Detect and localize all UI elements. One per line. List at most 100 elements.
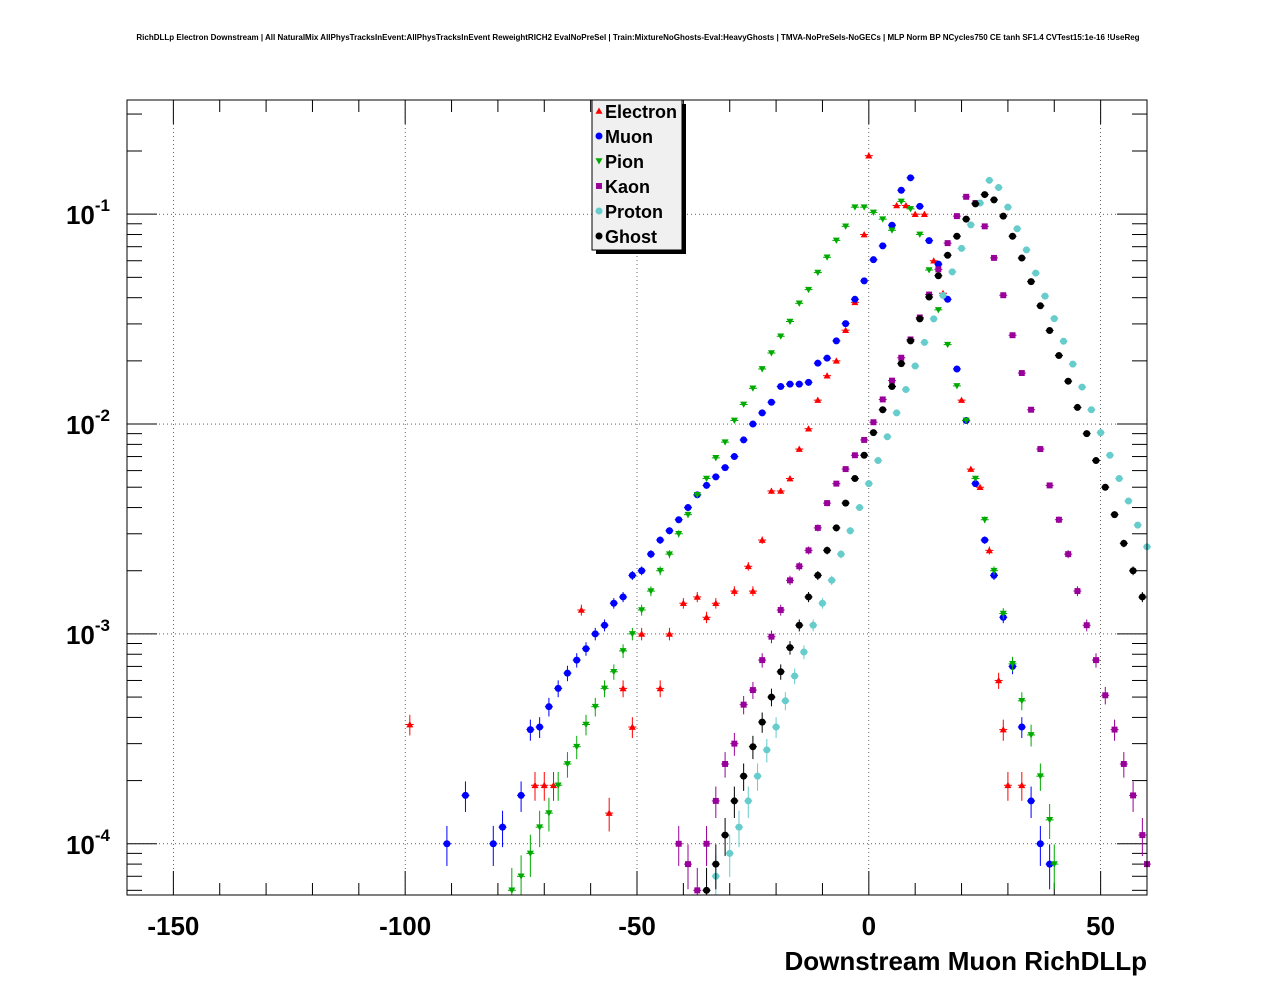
point-ghost xyxy=(1111,511,1119,519)
point-proton xyxy=(893,409,901,417)
point-pion xyxy=(582,721,590,729)
point-pion xyxy=(554,782,562,789)
point-pion xyxy=(573,743,581,751)
point-pion xyxy=(1009,661,1017,668)
point-pion xyxy=(795,300,803,307)
point-proton xyxy=(856,504,864,512)
point-kaon xyxy=(1028,406,1035,413)
point-ghost xyxy=(842,499,850,507)
point-kaon xyxy=(675,840,682,847)
point-ghost xyxy=(832,524,840,532)
point-pion xyxy=(591,703,599,711)
point-ghost xyxy=(740,772,748,780)
point-muon xyxy=(665,527,673,535)
point-proton xyxy=(800,648,808,656)
point-electron xyxy=(958,396,966,403)
point-muon xyxy=(647,550,655,558)
legend-marker-muon xyxy=(595,132,603,140)
point-pion xyxy=(907,206,915,213)
point-electron xyxy=(665,630,673,637)
point-pion xyxy=(758,366,766,373)
legend-marker-pion xyxy=(595,158,603,165)
point-muon xyxy=(517,791,525,799)
point-pion xyxy=(601,685,609,692)
point-muon xyxy=(526,726,534,734)
legend-label-muon: Muon xyxy=(605,127,653,147)
point-kaon xyxy=(805,547,812,554)
point-pion xyxy=(619,648,627,655)
point-ghost xyxy=(860,451,868,459)
point-proton xyxy=(1087,406,1095,414)
point-kaon xyxy=(694,887,701,894)
point-pion xyxy=(647,588,655,595)
point-electron xyxy=(976,483,984,491)
point-pion xyxy=(934,307,942,314)
point-pion xyxy=(786,318,794,326)
point-proton xyxy=(818,599,826,607)
series-electron xyxy=(405,152,1026,832)
chart-title: RichDLLp Electron Downstream | All Natur… xyxy=(136,33,1140,42)
point-proton xyxy=(865,480,873,488)
point-muon xyxy=(860,277,868,285)
point-muon xyxy=(832,337,840,345)
point-ghost xyxy=(795,621,803,629)
point-electron xyxy=(767,487,775,494)
point-pion xyxy=(656,567,664,575)
point-proton xyxy=(1134,521,1142,529)
point-proton xyxy=(1004,203,1012,211)
point-kaon xyxy=(749,687,756,694)
point-proton xyxy=(958,244,966,252)
point-kaon xyxy=(981,223,988,230)
point-muon xyxy=(888,221,896,229)
point-muon xyxy=(1027,797,1035,805)
point-kaon xyxy=(1055,516,1062,523)
legend-label-pion: Pion xyxy=(605,152,644,172)
point-pion xyxy=(1036,773,1044,780)
point-ghost xyxy=(1120,539,1128,547)
data-points xyxy=(405,152,1151,895)
point-pion xyxy=(879,216,887,223)
point-kaon xyxy=(731,740,738,747)
point-pion xyxy=(703,475,711,483)
point-muon xyxy=(554,684,562,692)
point-muon xyxy=(721,464,729,472)
point-kaon xyxy=(879,396,886,403)
point-proton xyxy=(948,268,956,276)
point-muon xyxy=(842,320,850,328)
point-kaon xyxy=(824,500,831,507)
point-muon xyxy=(758,409,766,417)
point-muon xyxy=(582,645,590,653)
point-kaon xyxy=(944,240,951,247)
point-kaon xyxy=(712,797,719,804)
point-electron xyxy=(577,606,585,613)
point-electron xyxy=(758,536,766,543)
point-ghost xyxy=(1092,457,1100,465)
legend-box xyxy=(591,99,683,251)
point-muon xyxy=(981,536,989,544)
point-pion xyxy=(925,267,933,274)
point-electron xyxy=(920,210,928,217)
legend-marker-ghost xyxy=(595,232,603,240)
point-electron xyxy=(550,781,558,789)
point-electron xyxy=(967,465,975,472)
point-ghost xyxy=(897,360,905,368)
point-electron xyxy=(911,210,919,217)
point-pion xyxy=(777,333,785,340)
point-proton xyxy=(1022,246,1030,254)
point-muon xyxy=(934,260,942,268)
point-proton xyxy=(920,338,928,346)
point-muon xyxy=(461,791,469,799)
point-ghost xyxy=(879,406,887,414)
point-electron xyxy=(638,630,646,637)
point-ghost xyxy=(814,571,822,579)
point-pion xyxy=(999,610,1007,618)
point-muon xyxy=(851,295,859,303)
point-muon xyxy=(879,242,887,250)
point-muon xyxy=(990,571,998,579)
point-kaon xyxy=(1074,588,1081,595)
point-pion xyxy=(990,567,998,575)
point-proton xyxy=(726,849,734,857)
point-electron xyxy=(842,326,850,334)
point-kaon xyxy=(833,480,840,487)
point-ghost xyxy=(730,797,738,805)
